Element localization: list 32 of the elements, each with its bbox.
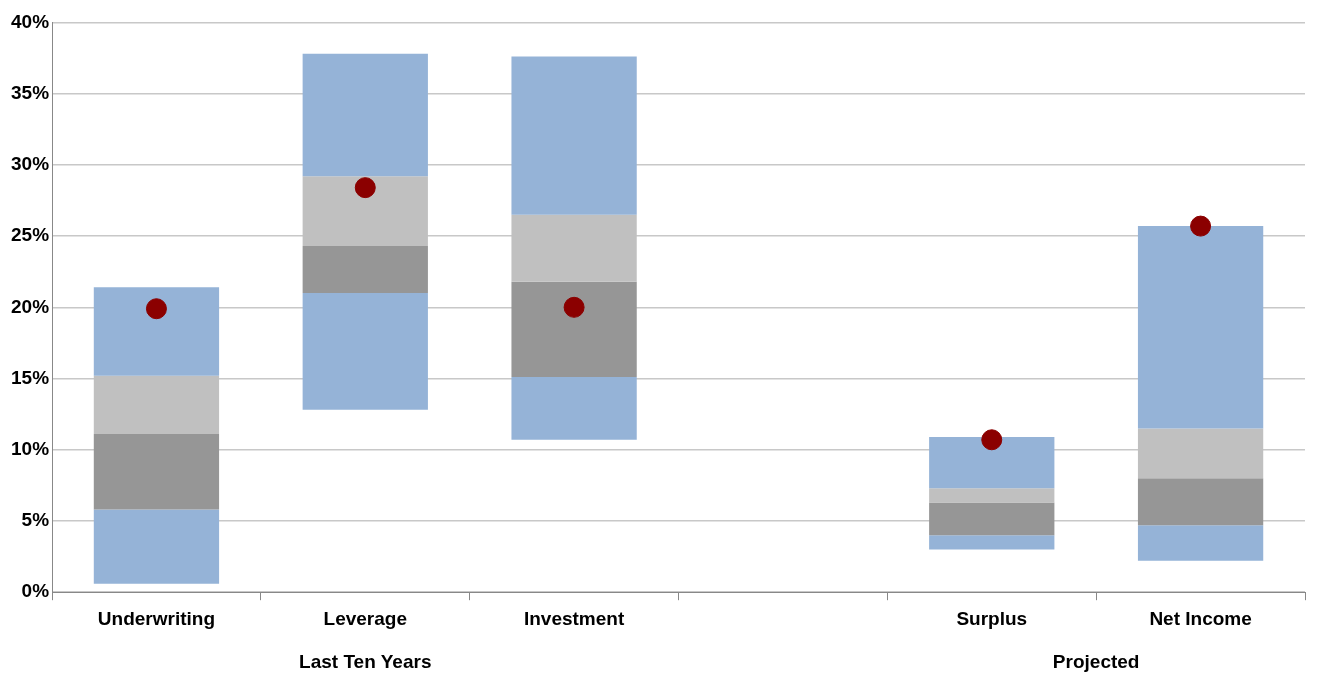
x-tick-label: Underwriting bbox=[97, 607, 216, 629]
bar bbox=[93, 434, 220, 510]
x-tick-label: Net Income bbox=[1149, 607, 1252, 629]
y-tick-label: 15% bbox=[11, 366, 50, 388]
text: Projected bbox=[1052, 651, 1140, 673]
bar bbox=[511, 377, 637, 440]
bar bbox=[93, 287, 220, 376]
bar bbox=[1137, 226, 1264, 429]
x-tick-label: Investment bbox=[523, 607, 625, 629]
bar bbox=[93, 509, 220, 584]
x-tick-label: Leverage bbox=[323, 607, 407, 629]
y-tick-label: 25% bbox=[11, 224, 50, 246]
bar bbox=[302, 53, 428, 177]
text: Last Ten Years bbox=[299, 651, 432, 673]
y-tick-label: 10% bbox=[11, 437, 50, 459]
bar bbox=[302, 293, 428, 410]
x-tick-label: Surplus bbox=[956, 607, 1028, 629]
bar bbox=[511, 56, 637, 215]
bar bbox=[929, 502, 1055, 536]
bar bbox=[1137, 525, 1264, 561]
y-tick-label: 5% bbox=[21, 509, 50, 531]
y-tick-label: 20% bbox=[11, 295, 50, 317]
bar bbox=[302, 246, 428, 294]
bar bbox=[929, 535, 1055, 550]
y-tick-label: 0% bbox=[21, 580, 50, 602]
y-tick-label: 35% bbox=[11, 81, 50, 103]
y-tick-label: 30% bbox=[11, 153, 50, 175]
y-tick-label: 40% bbox=[11, 10, 50, 32]
bar bbox=[511, 281, 637, 378]
bar bbox=[929, 436, 1055, 489]
bar bbox=[929, 488, 1055, 503]
bar bbox=[1137, 478, 1264, 526]
